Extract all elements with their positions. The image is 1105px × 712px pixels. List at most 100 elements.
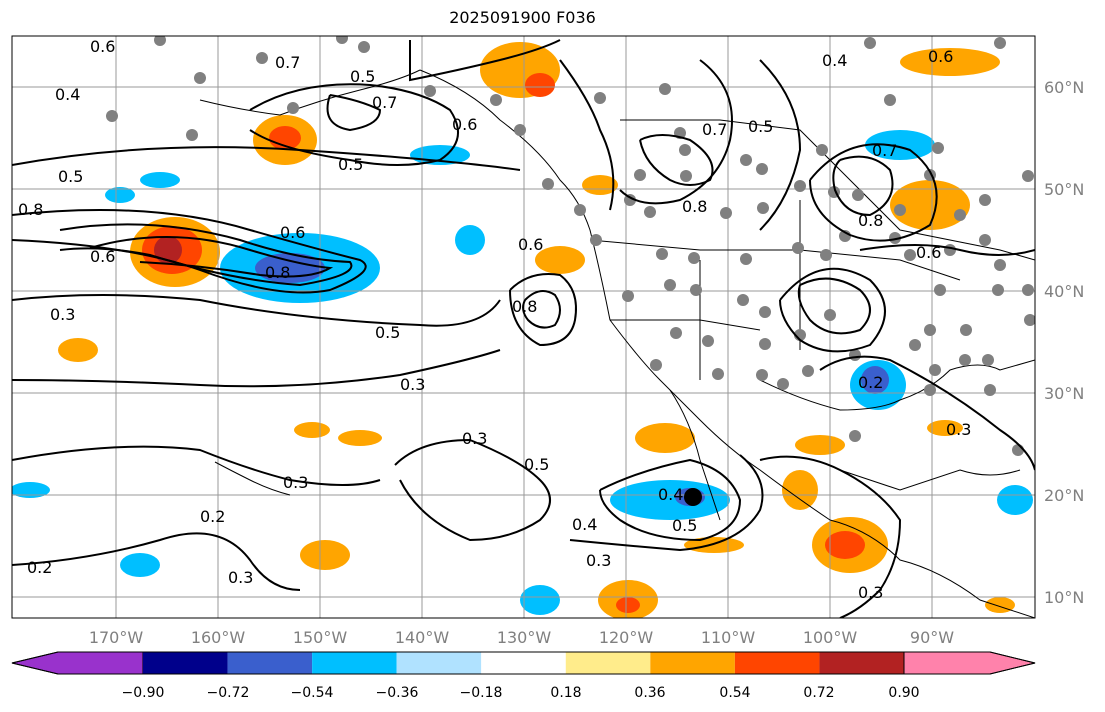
contour-label: 0.8 xyxy=(18,200,43,219)
lon-label: 110°W xyxy=(701,628,756,647)
orange-shade xyxy=(985,597,1015,613)
colorbar-segment xyxy=(481,652,566,674)
cyan-shade xyxy=(520,585,560,615)
lon-label: 130°W xyxy=(497,628,552,647)
colorbar-tick: 0.18 xyxy=(550,685,581,701)
colorbar-tick: 0.36 xyxy=(634,685,665,701)
orange-shade xyxy=(535,246,585,274)
blue-shade xyxy=(861,366,889,394)
darkred-shade xyxy=(154,236,182,264)
contour-label: 0.8 xyxy=(265,263,290,282)
colorbar-extend-high xyxy=(903,651,1036,675)
orange-shade xyxy=(58,338,98,362)
contour-label: 0.3 xyxy=(586,551,611,570)
lat-label: 20°N xyxy=(1044,486,1084,505)
contour-label: 0.3 xyxy=(858,583,883,602)
colorbar-tick: −0.90 xyxy=(122,685,165,701)
orange-shade xyxy=(684,537,744,553)
orange-shade xyxy=(782,470,818,510)
contour-label: 0.7 xyxy=(372,93,397,112)
contour-label: 0.8 xyxy=(512,297,537,316)
colorbar-tick: 0.90 xyxy=(888,685,919,701)
colorbar-segment xyxy=(734,652,820,674)
lat-label: 60°N xyxy=(1044,78,1084,97)
orange-shade xyxy=(900,48,1000,76)
contour-labels: 0.6 0.7 0.5 0.4 0.8 0.5 0.6 0.8 0.6 0.3 … xyxy=(18,37,971,602)
lon-label: 150°W xyxy=(293,628,348,647)
colorbar-segment xyxy=(143,652,228,674)
colorbar-tick-labels: −0.90 −0.72 −0.54 −0.36 −0.18 0.18 0.36 … xyxy=(122,685,920,701)
contour-label: 0.6 xyxy=(928,47,953,66)
orange-shade xyxy=(890,180,970,230)
storm-center-marker xyxy=(684,488,702,506)
contour-label: 0.5 xyxy=(748,117,773,136)
contour-label: 0.2 xyxy=(200,507,225,526)
orange-shade xyxy=(927,420,963,436)
orange-shade xyxy=(338,430,382,446)
orange-shade xyxy=(294,422,330,438)
cyan-shade xyxy=(105,187,135,203)
contour-label: 0.4 xyxy=(572,515,597,534)
contour-lines xyxy=(12,39,1035,618)
contour-label: 0.8 xyxy=(682,197,707,216)
contour-label: 0.2 xyxy=(858,373,883,392)
contour-label: 0.5 xyxy=(58,167,83,186)
contour-label: 0.3 xyxy=(228,568,253,587)
contour-label: 0.5 xyxy=(375,323,400,342)
latitude-labels: 60°N 50°N 40°N 30°N 20°N 10°N xyxy=(1044,78,1084,607)
lat-label: 50°N xyxy=(1044,180,1084,199)
contour-label: 0.6 xyxy=(518,235,543,254)
orange-shade xyxy=(795,435,845,455)
contour-label: 0.2 xyxy=(27,558,52,577)
red-shade xyxy=(825,531,865,559)
colorbar-segment xyxy=(227,652,313,674)
colorbar: −0.90 −0.72 −0.54 −0.36 −0.18 0.18 0.36 … xyxy=(11,651,1036,701)
longitude-labels: 170°W 160°W 150°W 140°W 130°W 120°W 110°… xyxy=(89,628,954,647)
contour-label: 0.4 xyxy=(822,51,847,70)
contour-label: 0.8 xyxy=(858,211,883,230)
orange-shade xyxy=(635,423,695,453)
colorbar-segment xyxy=(819,652,904,674)
contour-label: 0.5 xyxy=(672,516,697,535)
colorbar-tick: −0.18 xyxy=(460,685,503,701)
lon-label: 160°W xyxy=(191,628,246,647)
lon-label: 140°W xyxy=(395,628,450,647)
map-frame xyxy=(11,35,1036,619)
lon-label: 100°W xyxy=(803,628,858,647)
contour-label: 0.5 xyxy=(350,67,375,86)
cyan-shade xyxy=(997,485,1033,515)
orange-shade xyxy=(300,540,350,570)
cyan-shade xyxy=(120,553,160,577)
red-shade xyxy=(525,73,555,97)
contour-label: 0.3 xyxy=(946,420,971,439)
colorbar-segments xyxy=(11,651,1036,675)
contour-label: 0.6 xyxy=(90,37,115,56)
lon-label: 90°W xyxy=(910,628,954,647)
cyan-shade xyxy=(610,480,730,520)
colorbar-extend-low xyxy=(11,651,144,675)
lat-label: 30°N xyxy=(1044,384,1084,403)
cyan-shade xyxy=(455,225,485,255)
colorbar-segment xyxy=(312,652,397,674)
contour-label: 0.5 xyxy=(338,155,363,174)
contour-label: 0.7 xyxy=(275,53,300,72)
contour-label: 0.4 xyxy=(55,85,80,104)
colorbar-tick: 0.54 xyxy=(719,685,750,701)
lon-label: 170°W xyxy=(89,628,144,647)
map-area: 0.6 0.7 0.5 0.4 0.8 0.5 0.6 0.8 0.6 0.3 … xyxy=(12,36,1035,618)
red-shade xyxy=(616,597,640,613)
colorbar-tick: −0.72 xyxy=(207,685,250,701)
contour-label: 0.6 xyxy=(916,243,941,262)
colorbar-tick: −0.54 xyxy=(291,685,334,701)
cyan-shade xyxy=(12,482,50,498)
map-title: 2025091900 F036 xyxy=(449,8,596,27)
colorbar-outline xyxy=(11,651,1036,675)
station-markers xyxy=(106,36,1035,456)
colorbar-tick: 0.72 xyxy=(803,685,834,701)
colorbar-segment xyxy=(565,652,651,674)
contour-label: 0.4 xyxy=(658,485,683,504)
cyan-shade xyxy=(865,130,935,160)
contour-label: 0.3 xyxy=(400,375,425,394)
contour-label: 0.6 xyxy=(280,223,305,242)
